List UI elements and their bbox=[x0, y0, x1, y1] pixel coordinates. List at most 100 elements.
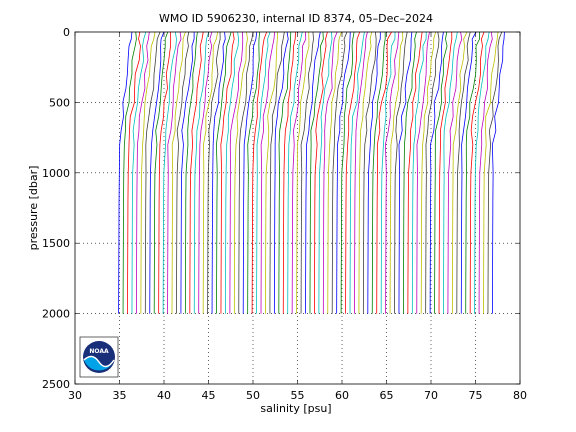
salinity-profile-line bbox=[215, 31, 232, 314]
salinity-profile-line bbox=[180, 32, 195, 314]
salinity-profile-line bbox=[211, 31, 226, 314]
salinity-profile-line bbox=[389, 31, 404, 314]
salinity-profile-line bbox=[247, 31, 261, 314]
salinity-profile-line bbox=[469, 31, 485, 314]
chart-title: WMO ID 5906230, internal ID 8374, 05–Dec… bbox=[159, 12, 433, 25]
salinity-profile-line bbox=[171, 31, 186, 314]
salinity-profile-line bbox=[345, 31, 361, 314]
salinity-profile-line bbox=[447, 31, 463, 314]
salinity-profile-line bbox=[398, 31, 413, 314]
salinity-profile-line bbox=[127, 31, 141, 314]
salinity-profile-line bbox=[456, 31, 471, 314]
salinity-profile-line bbox=[460, 31, 477, 314]
salinity-profile-line bbox=[122, 31, 137, 314]
salinity-profile-line bbox=[438, 31, 453, 314]
salinity-profile-line bbox=[340, 31, 355, 314]
y-tick-label: 0 bbox=[63, 26, 70, 39]
x-tick-label: 30 bbox=[68, 389, 82, 402]
salinity-profile-line bbox=[242, 31, 258, 314]
salinity-profile-line bbox=[193, 31, 210, 314]
y-tick-label: 2000 bbox=[42, 308, 70, 321]
salinity-profile-line bbox=[256, 31, 271, 314]
x-tick-label: 45 bbox=[202, 389, 216, 402]
salinity-profile-line bbox=[331, 31, 348, 314]
salinity-profile-line bbox=[322, 31, 338, 314]
salinity-profile-line bbox=[184, 31, 198, 314]
salinity-profile-line bbox=[305, 31, 321, 314]
salinity-profile-line bbox=[487, 31, 503, 314]
salinity-profile-line bbox=[451, 31, 468, 314]
salinity-profile-line bbox=[354, 31, 368, 314]
profile-lines bbox=[118, 31, 505, 314]
salinity-profile-line bbox=[327, 31, 342, 314]
y-tick-label: 1500 bbox=[42, 237, 70, 250]
salinity-profile-line bbox=[207, 31, 221, 314]
salinity-profile-line bbox=[167, 31, 182, 314]
salinity-profile-line bbox=[416, 31, 430, 314]
salinity-profile-line bbox=[251, 31, 268, 314]
salinity-profile-line bbox=[371, 31, 386, 314]
salinity-profile-line bbox=[278, 31, 292, 314]
y-tick-label: 1000 bbox=[42, 167, 70, 180]
salinity-profile-line bbox=[225, 31, 239, 314]
salinity-profile-line bbox=[202, 31, 219, 314]
x-tick-label: 75 bbox=[469, 389, 483, 402]
salinity-profile-line bbox=[483, 31, 499, 314]
salinity-profile-line bbox=[384, 31, 400, 314]
salinity-profile-line bbox=[282, 31, 296, 314]
salinity-profile-line bbox=[189, 31, 204, 314]
salinity-profile-line bbox=[273, 31, 289, 314]
x-tick-label: 70 bbox=[424, 389, 438, 402]
salinity-profile-line bbox=[198, 31, 213, 314]
salinity-profile-line bbox=[318, 31, 333, 314]
salinity-profile-line bbox=[478, 31, 493, 314]
salinity-profile-line bbox=[220, 31, 235, 314]
salinity-profile-line bbox=[260, 31, 276, 314]
salinity-profile-line bbox=[474, 31, 490, 314]
salinity-profile-line bbox=[407, 31, 423, 314]
salinity-profile-line bbox=[403, 31, 417, 314]
salinity-profile-line bbox=[287, 31, 303, 314]
y-tick-label: 2500 bbox=[42, 378, 70, 391]
salinity-profile-line bbox=[367, 31, 381, 314]
salinity-profile-line bbox=[434, 31, 448, 314]
y-axis-label: pressure [dbar] bbox=[27, 166, 40, 251]
salinity-profile-line bbox=[149, 31, 165, 314]
salinity-profile-line bbox=[420, 31, 437, 314]
y-tick-label: 500 bbox=[49, 96, 70, 109]
salinity-profile-line bbox=[265, 31, 278, 314]
salinity-profile-line bbox=[153, 31, 169, 314]
salinity-profile-line bbox=[376, 31, 392, 314]
salinity-profile-line bbox=[144, 31, 161, 314]
noaa-logo: NOAA bbox=[79, 336, 119, 378]
salinity-profile-line bbox=[465, 31, 480, 314]
salinity-profile-line bbox=[140, 31, 156, 314]
salinity-profile-line bbox=[309, 31, 324, 314]
x-tick-label: 65 bbox=[380, 389, 394, 402]
axis-ticks: 30 35 40 45 50 55 60 65 70 75 80 0 500 1000 1500 2000 25… bbox=[42, 26, 527, 402]
salinity-profile-line bbox=[296, 31, 310, 314]
salinity-profile-line bbox=[411, 31, 427, 314]
grid-lines bbox=[75, 32, 520, 384]
salinity-profile-line bbox=[358, 31, 373, 314]
salinity-profile-line bbox=[429, 31, 444, 314]
x-tick-label: 60 bbox=[335, 389, 349, 402]
salinity-profile-line bbox=[336, 31, 351, 314]
salinity-profile-line bbox=[229, 31, 244, 314]
salinity-profile-line bbox=[269, 31, 285, 314]
salinity-profile-line bbox=[394, 31, 408, 314]
salinity-profile-line bbox=[162, 31, 177, 314]
salinity-profile-line bbox=[425, 31, 440, 314]
salinity-profile-line bbox=[349, 31, 365, 314]
salinity-profile-line bbox=[314, 31, 328, 314]
x-tick-label: 55 bbox=[291, 389, 305, 402]
salinity-profile-line bbox=[238, 31, 254, 314]
salinity-profile-line bbox=[176, 31, 190, 314]
salinity-profile-line bbox=[233, 31, 248, 314]
salinity-profile-line bbox=[131, 31, 147, 314]
salinity-profile-line bbox=[136, 31, 150, 314]
salinity-profile-line bbox=[300, 31, 314, 314]
x-tick-label: 40 bbox=[157, 389, 171, 402]
salinity-profile-line bbox=[491, 31, 505, 314]
svg-text:NOAA: NOAA bbox=[89, 348, 109, 355]
